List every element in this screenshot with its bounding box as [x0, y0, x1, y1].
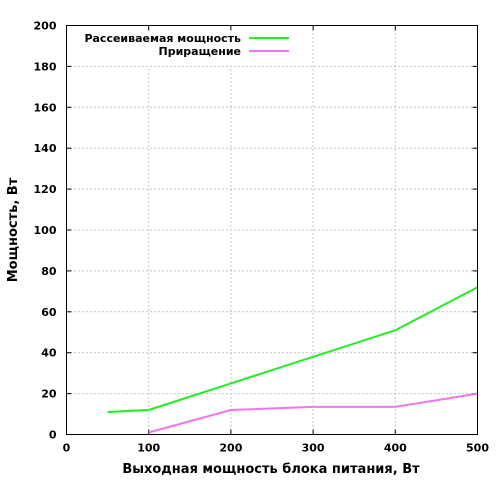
- y-tick-label: 100: [34, 224, 57, 237]
- y-tick-label: 0: [49, 429, 57, 442]
- y-tick-label: 80: [41, 265, 57, 278]
- tick-layer: 0 100 200 300 400 500 0 20 40 60 80 100 120 140 160 180…: [34, 20, 490, 455]
- legend-label-1: Приращение: [159, 45, 241, 58]
- y-tick-label: 180: [34, 60, 57, 73]
- x-axis-label: Выходная мощность блока питания, Вт: [122, 462, 420, 477]
- y-tick-label: 140: [34, 142, 57, 155]
- series-line-0: [107, 286, 478, 413]
- legend-label-0: Рассеиваемая мощность: [84, 32, 241, 45]
- y-tick-label: 40: [41, 347, 57, 360]
- y-axis-label: Мощность, Вт: [6, 177, 21, 282]
- y-tick-label: 200: [34, 20, 57, 33]
- y-tick-label: 60: [41, 306, 57, 319]
- series-layer: [107, 286, 478, 434]
- x-tick-label: 0: [63, 442, 71, 455]
- y-tick-label: 160: [34, 101, 57, 114]
- series-line-1: [148, 392, 478, 434]
- x-tick-label: 300: [302, 442, 325, 455]
- x-tick-label: 200: [219, 442, 242, 455]
- plot-frame: [66, 25, 478, 435]
- grid-layer: [66, 25, 478, 435]
- x-tick-label: 500: [466, 442, 489, 455]
- y-tick-label: 20: [41, 388, 57, 401]
- y-tick-label: 120: [34, 183, 57, 196]
- x-tick-label: 400: [384, 442, 407, 455]
- x-tick-label: 100: [137, 442, 160, 455]
